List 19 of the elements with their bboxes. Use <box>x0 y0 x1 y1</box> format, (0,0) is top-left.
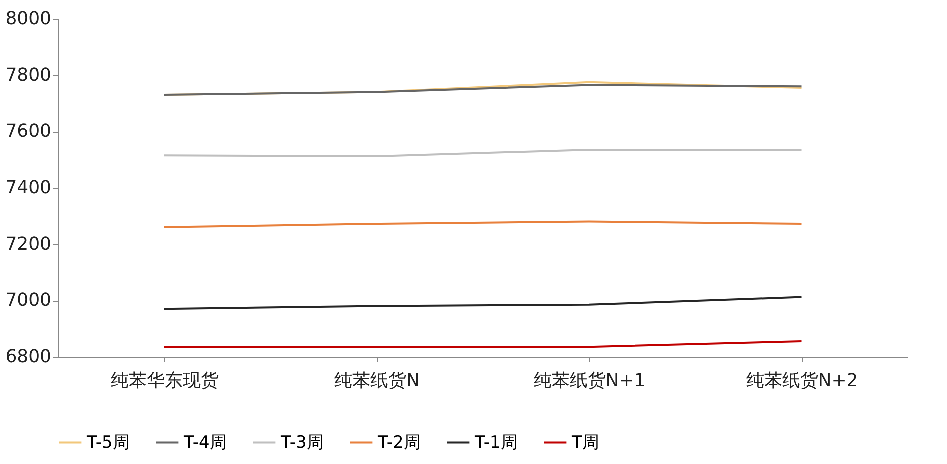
legend-label: T周 <box>571 432 600 453</box>
legend-label: T-2周 <box>377 432 421 453</box>
y-tick-label: 7600 <box>6 121 52 142</box>
legend-label: T-5周 <box>86 432 130 453</box>
y-tick-label: 7000 <box>6 290 52 312</box>
y-tick-label: 7800 <box>6 64 52 86</box>
line-series <box>163 296 803 310</box>
x-tick-label: 纯苯华东现货 <box>110 370 219 392</box>
y-tick-label: 7200 <box>6 234 52 255</box>
legend-label: T-1周 <box>474 432 518 453</box>
x-tick-label: 纯苯纸货N <box>334 370 420 392</box>
legend-label: T-3周 <box>280 432 324 453</box>
line-series <box>163 84 803 96</box>
y-tick-label: 6800 <box>6 346 52 368</box>
y-tick-label: 7400 <box>6 178 52 198</box>
legend-label: T-4周 <box>183 432 227 453</box>
x-tick-label: 纯苯纸货N+2 <box>746 370 858 392</box>
y-tick-label: 8000 <box>6 8 52 30</box>
x-tick-label: 纯苯纸货N+1 <box>534 370 646 392</box>
